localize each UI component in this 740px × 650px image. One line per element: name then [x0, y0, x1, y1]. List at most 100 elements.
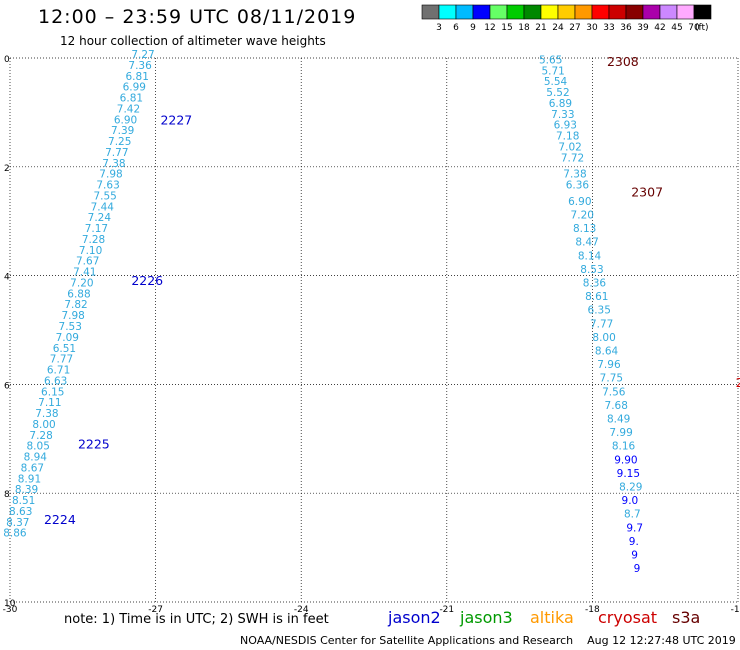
- wave-height-label: 7.72: [561, 152, 584, 164]
- wave-height-label: 7.96: [597, 359, 621, 371]
- colorbar-swatch: [523, 4, 542, 20]
- wave-height-label: 7.33: [551, 109, 574, 121]
- wave-height-label: 7.67: [76, 256, 99, 268]
- pass-number-label: 2307: [631, 185, 663, 200]
- wave-height-label: 8.61: [585, 291, 608, 303]
- wave-height-label: 7.41: [73, 267, 96, 279]
- colorbar-label: 36: [620, 23, 632, 33]
- colorbar-label: 18: [518, 23, 530, 33]
- wave-height-label: 8.86: [3, 528, 27, 540]
- colorbar-label: 70: [688, 23, 700, 33]
- wave-height-label: 7.17: [85, 223, 108, 235]
- wave-height-label: 8.94: [24, 452, 48, 464]
- y-tick-label: 10: [4, 599, 16, 609]
- colorbar-swatch: [676, 4, 695, 20]
- wave-height-label: 8.91: [18, 473, 41, 485]
- colorbar-swatch: [693, 4, 712, 20]
- wave-height-label: 8.64: [595, 345, 619, 357]
- wave-height-label: 7.75: [600, 373, 623, 385]
- wave-height-label: 8.16: [612, 441, 636, 453]
- wave-height-label: 7.42: [117, 103, 140, 115]
- wave-height-label: 6.99: [123, 82, 146, 94]
- wave-height-label: 7.28: [29, 430, 52, 442]
- wave-height-label: 7.24: [88, 212, 112, 224]
- wave-height-label: 9.: [629, 536, 639, 548]
- wave-height-label: 8.39: [15, 484, 38, 496]
- colorbar-swatch: [557, 4, 576, 20]
- colorbar-label: 39: [637, 23, 649, 33]
- colorbar-swatch: [642, 4, 661, 20]
- wave-height-label: 6.81: [120, 93, 143, 105]
- wave-height-label: 5.65: [539, 54, 562, 66]
- colorbar-label: 27: [569, 23, 580, 33]
- wave-height-label: 8.53: [580, 264, 603, 276]
- wave-height-label: 8.00: [32, 419, 55, 431]
- note-text: note: 1) Time is in UTC; 2) SWH is in fe…: [64, 612, 329, 627]
- colorbar-swatch: [659, 4, 678, 20]
- wave-height-label: 7.68: [605, 400, 628, 412]
- x-tick-label: -15: [731, 605, 740, 615]
- pass-number-label: 2224: [44, 512, 76, 527]
- wave-height-label: 6.93: [554, 120, 577, 132]
- wave-height-label: 9.90: [614, 454, 637, 466]
- wave-height-label: 6.71: [47, 365, 70, 377]
- wave-height-label: 8.36: [583, 277, 607, 289]
- y-tick-label: 8: [4, 490, 10, 500]
- colorbar-label: 9: [470, 23, 476, 33]
- wave-height-label: 6.51: [53, 343, 76, 355]
- wave-height-label: 7.36: [128, 60, 152, 72]
- wave-height-label: 6.15: [41, 386, 64, 398]
- wave-height-label: 8.00: [592, 332, 615, 344]
- wave-height-label: 8.47: [575, 237, 598, 249]
- wave-height-label: 7.38: [102, 158, 125, 170]
- x-tick-label: -24: [294, 605, 309, 615]
- colorbar-label: 15: [501, 23, 512, 33]
- legend-cryosat: cryosat: [598, 608, 658, 627]
- wave-height-label: 6.81: [126, 71, 149, 83]
- wave-height-label: 8.14: [578, 250, 602, 262]
- pass-number-label: 2227: [160, 112, 192, 127]
- colorbar-swatch: [540, 4, 559, 20]
- colorbar-swatch: [455, 4, 474, 20]
- wave-height-label: 7.20: [70, 277, 93, 289]
- wave-height-label: 7.99: [609, 427, 632, 439]
- wave-height-label: 6.36: [566, 180, 590, 192]
- y-tick-label: 6: [4, 381, 10, 391]
- chart-subtitle: 12 hour collection of altimeter wave hei…: [60, 34, 326, 48]
- wave-height-label: 8.29: [619, 481, 642, 493]
- chart-title: 12:00 – 23:59 UTC 08/11/2019: [38, 6, 357, 28]
- wave-height-label: 9.15: [617, 468, 640, 480]
- wave-height-label: 9: [634, 563, 641, 575]
- wave-height-label: 7.55: [93, 190, 116, 202]
- wave-height-label: 8.05: [27, 441, 50, 453]
- colorbar-swatch: [506, 4, 525, 20]
- wave-height-label: 7.10: [79, 245, 102, 257]
- x-tick-label: -18: [585, 605, 600, 615]
- y-tick-label: 4: [4, 273, 10, 283]
- wave-height-label: 6.35: [588, 305, 611, 317]
- wave-height-label: 7.11: [38, 397, 61, 409]
- colorbar-swatch: [438, 4, 457, 20]
- wave-height-label: 5.52: [546, 87, 569, 99]
- wave-height-label: 8.51: [12, 495, 35, 507]
- wave-height-label: 8.13: [573, 223, 596, 235]
- legend-s3a: s3a: [672, 608, 701, 627]
- wave-height-label: 5.54: [544, 76, 568, 88]
- wave-height-label: 7.38: [563, 169, 586, 181]
- wave-height-label: 8.67: [21, 462, 44, 474]
- wave-height-label: 8.63: [9, 506, 32, 518]
- colorbar-swatch: [489, 4, 508, 20]
- pass-number-label: 2308: [607, 54, 639, 69]
- wave-height-label: 6.90: [114, 114, 137, 126]
- wave-height-label: 7.38: [35, 408, 58, 420]
- x-tick-label: -30: [3, 605, 18, 615]
- legend-jason2: jason2: [388, 608, 441, 627]
- pass-number-label: 2225: [78, 437, 110, 452]
- colorbar-label: 12: [484, 23, 495, 33]
- wave-height-label: 5.71: [541, 65, 564, 77]
- wave-height-label: 7.77: [50, 354, 73, 366]
- wave-height-label: 6.88: [67, 288, 90, 300]
- wave-height-label: 8.37: [6, 517, 29, 529]
- footer-credit: NOAA/NESDIS Center for Satellite Applica…: [240, 634, 736, 647]
